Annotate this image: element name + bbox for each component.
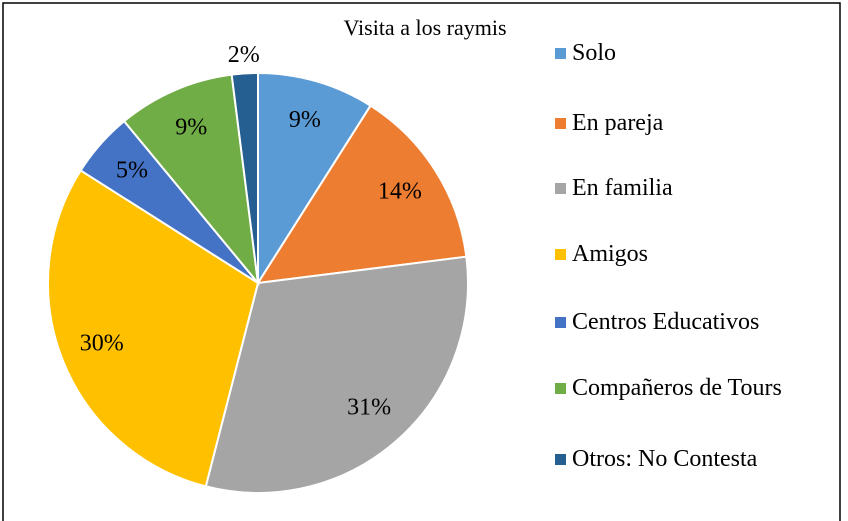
data-label: 14% (378, 178, 422, 204)
legend-label: Solo (572, 40, 617, 66)
legend-item: En pareja (555, 110, 787, 136)
legend-item: Compañeros de Tours (555, 375, 787, 401)
data-label: 2% (228, 42, 260, 68)
legend-label: Compañeros de Tours (572, 375, 782, 401)
legend-item: Amigos (555, 241, 787, 267)
legend-swatch (555, 183, 566, 194)
legend-label: Amigos (572, 241, 649, 267)
legend-swatch (555, 249, 566, 260)
legend-swatch (555, 118, 566, 129)
data-label: 9% (175, 114, 207, 140)
legend-swatch (555, 317, 566, 328)
legend-item: Solo (555, 40, 787, 66)
legend-label: Otros: No Contesta (572, 446, 758, 472)
legend-swatch (555, 48, 566, 59)
legend-item: Otros: No Contesta (555, 446, 787, 472)
pie-slice (204, 255, 469, 494)
legend-item: En familia (555, 175, 787, 201)
legend-label: En pareja (572, 110, 664, 136)
pie-slice (122, 73, 260, 287)
chart-title: Visita a los raymis (343, 15, 506, 40)
legend-label: En familia (572, 175, 673, 201)
legend-label: Centros Educativos (572, 309, 760, 335)
data-label: 30% (80, 330, 124, 356)
data-label: 5% (116, 157, 148, 183)
pie-slice (230, 71, 259, 284)
pie-slice (47, 169, 260, 488)
legend-swatch (555, 383, 566, 394)
pie-slice (257, 71, 372, 287)
pie-slice (256, 104, 468, 285)
legend-item: Centros Educativos (555, 309, 787, 335)
data-label: 9% (289, 107, 321, 133)
data-label: 31% (347, 395, 391, 421)
legend-swatch (555, 454, 566, 465)
